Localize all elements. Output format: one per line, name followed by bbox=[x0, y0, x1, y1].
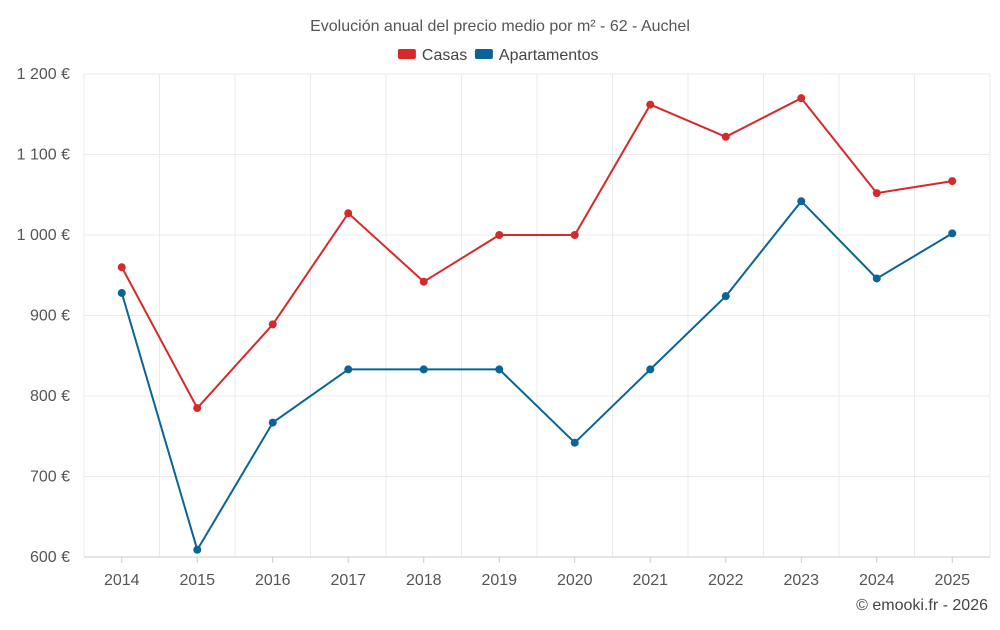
data-point bbox=[721, 132, 730, 141]
y-tick-label: 600 € bbox=[30, 549, 70, 566]
x-tick-label: 2014 bbox=[104, 572, 140, 589]
data-point bbox=[344, 209, 353, 218]
data-point bbox=[268, 320, 277, 329]
axes: 600 € 700 € 800 € 900 € 1 000 € 1 100 € 1 200 … bbox=[17, 66, 990, 589]
data-point bbox=[344, 365, 353, 374]
y-tick-label: 1 100 € bbox=[17, 147, 70, 164]
data-point bbox=[646, 365, 655, 374]
x-tick-label: 2015 bbox=[179, 572, 215, 589]
legend: Casas Apartamentos bbox=[397, 47, 599, 64]
data-point bbox=[948, 229, 957, 238]
legend-item-casas: Casas bbox=[397, 47, 467, 64]
data-point bbox=[117, 263, 126, 272]
series-line bbox=[120, 200, 953, 551]
x-tick-label: 2023 bbox=[783, 572, 819, 589]
x-tick-label: 2021 bbox=[632, 572, 668, 589]
x-tick-label: 2018 bbox=[406, 572, 442, 589]
series-line bbox=[120, 97, 953, 410]
y-tick-label: 1 200 € bbox=[17, 66, 70, 83]
series-casas bbox=[117, 94, 957, 413]
y-tick-label: 1 000 € bbox=[17, 227, 70, 244]
data-point bbox=[495, 231, 504, 239]
x-tick-label: 2017 bbox=[330, 572, 366, 589]
legend-label: Apartamentos bbox=[499, 47, 599, 64]
data-point bbox=[419, 277, 428, 286]
series-layer bbox=[117, 94, 957, 554]
legend-label: Casas bbox=[422, 47, 467, 64]
data-point bbox=[268, 418, 277, 427]
legend-item-apartamentos: Apartamentos bbox=[474, 47, 599, 64]
data-point bbox=[872, 274, 881, 283]
x-tick-label: 2016 bbox=[255, 572, 291, 589]
data-point bbox=[797, 94, 806, 103]
legend-swatch bbox=[397, 49, 416, 59]
data-point bbox=[570, 231, 579, 239]
series-apartamentos bbox=[117, 197, 957, 554]
data-point bbox=[570, 438, 579, 447]
data-point bbox=[797, 197, 806, 206]
data-point bbox=[721, 292, 730, 301]
x-tick-label: 2019 bbox=[481, 572, 517, 589]
credit-text: © emooki.fr - 2026 bbox=[856, 597, 988, 614]
y-tick-label: 900 € bbox=[30, 308, 70, 325]
y-tick-label: 800 € bbox=[30, 388, 70, 405]
data-point bbox=[646, 100, 655, 109]
x-tick-label: 2025 bbox=[934, 572, 970, 589]
grid bbox=[83, 73, 991, 557]
x-tick-label: 2022 bbox=[708, 572, 744, 589]
data-point bbox=[419, 365, 428, 374]
data-point bbox=[948, 177, 957, 186]
chart-title: Evolución anual del precio medio por m² … bbox=[310, 18, 690, 35]
legend-swatch bbox=[474, 49, 493, 59]
x-tick-label: 2020 bbox=[557, 572, 593, 589]
x-tick-label: 2024 bbox=[859, 572, 895, 589]
data-point bbox=[117, 288, 126, 297]
data-point bbox=[193, 545, 202, 554]
data-point bbox=[495, 365, 504, 374]
y-tick-label: 700 € bbox=[30, 469, 70, 486]
data-point bbox=[872, 189, 881, 198]
data-point bbox=[193, 404, 202, 413]
